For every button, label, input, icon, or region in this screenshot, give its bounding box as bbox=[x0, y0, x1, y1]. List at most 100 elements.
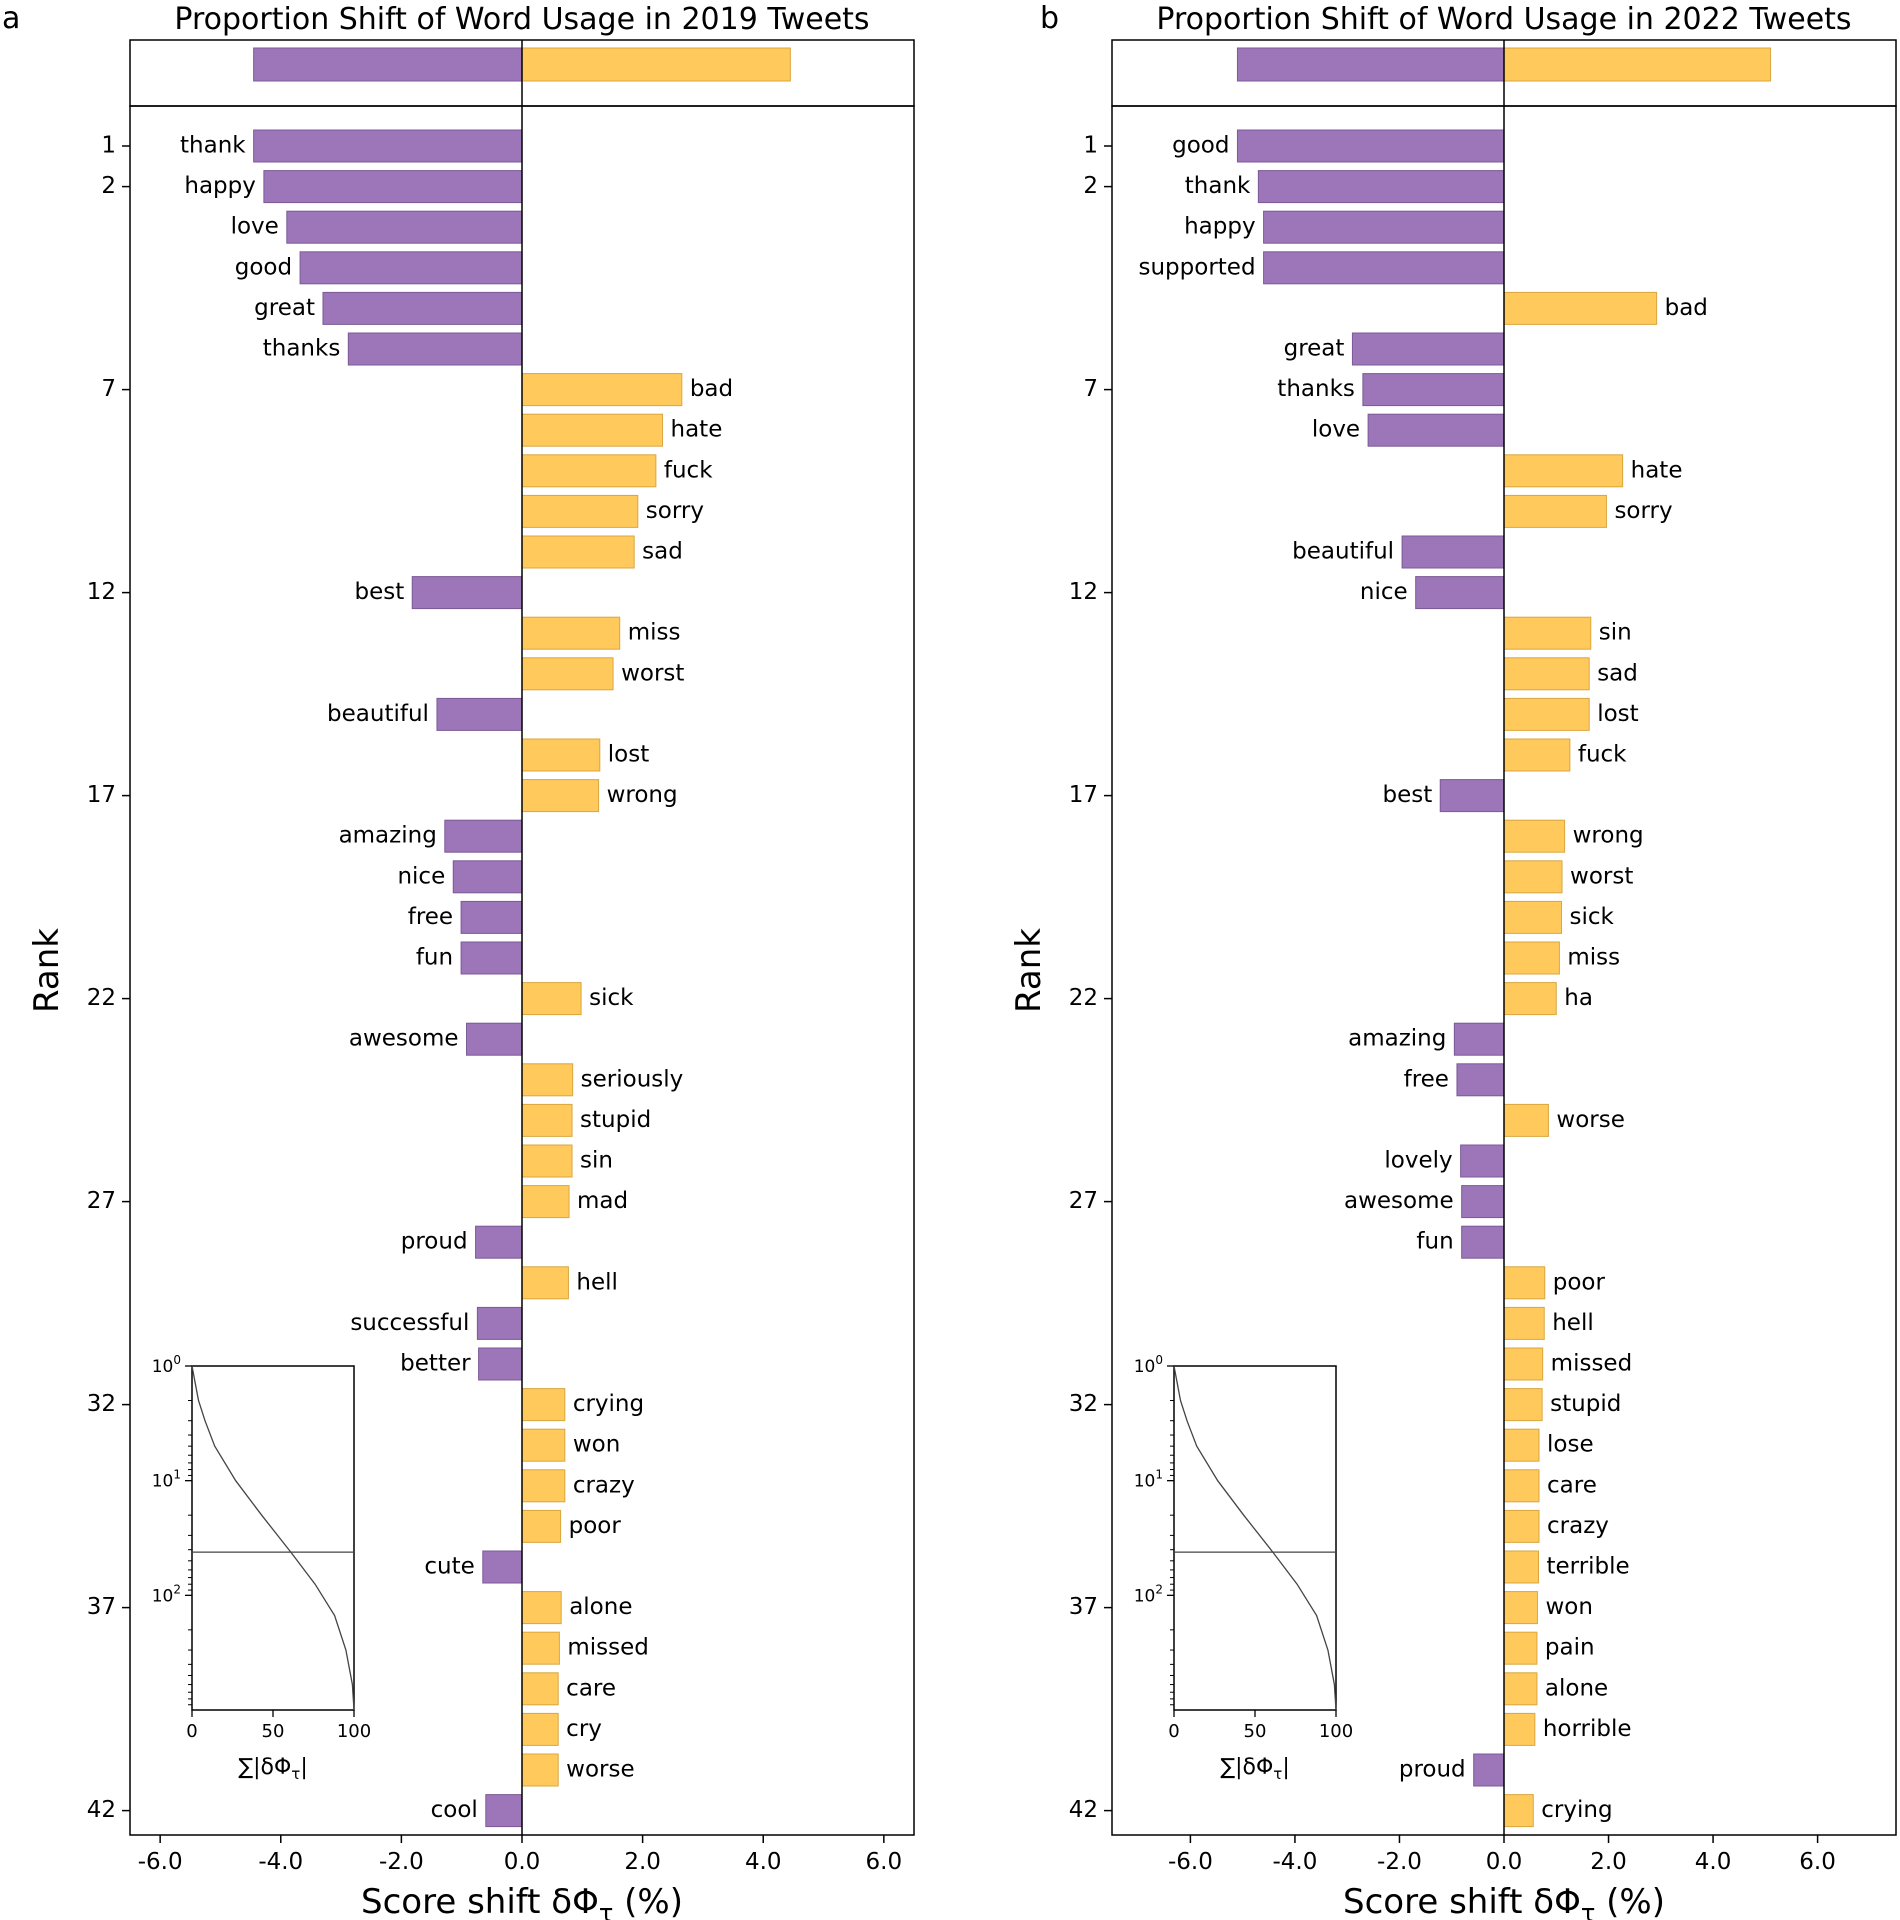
y-axis-label: Rank bbox=[27, 928, 67, 1013]
x-axis-label-main: Score shift δΦ bbox=[361, 1882, 599, 1920]
x-axis-label-main: Score shift δΦ bbox=[1343, 1882, 1581, 1920]
bar-best bbox=[411, 576, 523, 610]
bar-wrong bbox=[1503, 819, 1566, 853]
inset-y-tick-exponent: 2 bbox=[173, 1582, 181, 1596]
x-tick-label: 2.0 bbox=[624, 1849, 661, 1875]
word-label: worst bbox=[1570, 863, 1633, 889]
word-label: fun bbox=[1416, 1229, 1453, 1255]
bar-crazy bbox=[521, 1469, 566, 1503]
y-axis-label: Rank bbox=[1009, 928, 1049, 1013]
bar-good bbox=[1236, 129, 1505, 163]
y-tick-label: 32 bbox=[87, 1391, 116, 1417]
word-label: cool bbox=[431, 1797, 478, 1823]
word-label: crazy bbox=[1547, 1513, 1609, 1539]
bar-sorry bbox=[521, 494, 639, 528]
bar-fuck bbox=[521, 454, 657, 488]
x-tick-label: -6.0 bbox=[138, 1849, 183, 1875]
word-label: amazing bbox=[339, 823, 437, 849]
word-label: stupid bbox=[580, 1107, 651, 1133]
bar-cry bbox=[521, 1712, 559, 1746]
inset-x-tick-label: 50 bbox=[1244, 1721, 1267, 1742]
panel-b: b Proportion Shift of Word Usage in 2022 … bbox=[1009, 1, 1897, 1920]
word-label: proud bbox=[1399, 1757, 1466, 1783]
bar-missed bbox=[521, 1631, 560, 1665]
y-tick-label: 22 bbox=[87, 985, 116, 1011]
word-label: won bbox=[573, 1432, 620, 1458]
inset-y-tick-base: 10 bbox=[152, 1357, 174, 1377]
bar-best bbox=[1439, 779, 1505, 813]
word-label: miss bbox=[1567, 945, 1620, 971]
bar-love bbox=[286, 210, 523, 244]
inset-y-tick-label: 101 bbox=[152, 1468, 181, 1492]
bar-lost bbox=[1503, 697, 1590, 731]
inset-x-tick-label: 0 bbox=[186, 1721, 197, 1742]
bar-crazy bbox=[1503, 1509, 1540, 1543]
word-label: beautiful bbox=[1292, 539, 1394, 565]
x-axis-label-unit: (%) bbox=[613, 1882, 683, 1920]
inset-y-tick-exponent: 2 bbox=[1155, 1582, 1163, 1596]
y-tick-label: 2 bbox=[101, 173, 116, 199]
word-label: good bbox=[235, 254, 292, 280]
word-label: fun bbox=[416, 945, 453, 971]
word-label: best bbox=[1382, 782, 1432, 808]
word-label: awesome bbox=[1344, 1188, 1454, 1214]
inset-y-tick-label: 100 bbox=[1134, 1353, 1163, 1377]
bar-love bbox=[1367, 413, 1505, 447]
bar-care bbox=[521, 1672, 559, 1706]
chart-title: Proportion Shift of Word Usage in 2022 T… bbox=[1156, 2, 1851, 37]
inset-y-tick-exponent: 0 bbox=[173, 1353, 181, 1367]
x-axis-label: Score shift δΦτ (%) bbox=[1343, 1882, 1665, 1920]
bar-stupid bbox=[1503, 1388, 1543, 1422]
bar-sick bbox=[521, 982, 582, 1016]
inset-cumulative-curve bbox=[1173, 1365, 1337, 1711]
word-label: nice bbox=[397, 863, 445, 889]
word-label: great bbox=[254, 295, 315, 321]
word-label: cute bbox=[424, 1554, 474, 1580]
inset-y-tick-label: 102 bbox=[152, 1582, 181, 1606]
bar-bad bbox=[1503, 291, 1658, 325]
bar-worse bbox=[521, 1753, 559, 1787]
word-label: better bbox=[400, 1351, 471, 1377]
bar-proud bbox=[1473, 1753, 1505, 1787]
word-label: free bbox=[1404, 1066, 1449, 1092]
x-axis-label-subscript: τ bbox=[599, 1899, 613, 1920]
x-tick-label: -2.0 bbox=[379, 1849, 424, 1875]
word-label: thank bbox=[180, 133, 246, 159]
word-label: alone bbox=[1545, 1675, 1608, 1701]
word-label: crying bbox=[1541, 1797, 1612, 1823]
bar-ha bbox=[1503, 982, 1557, 1016]
bar-supported bbox=[1263, 251, 1505, 285]
y-tick-label: 17 bbox=[1069, 782, 1098, 808]
bar-hell bbox=[1503, 1306, 1545, 1340]
bar-won bbox=[521, 1428, 566, 1462]
bar-worst bbox=[521, 657, 614, 691]
bar-beautiful bbox=[436, 697, 523, 731]
word-label: fuck bbox=[664, 457, 713, 483]
word-label: sorry bbox=[1614, 498, 1672, 524]
summary-bar-negative bbox=[1236, 47, 1505, 82]
summary-bar-negative bbox=[253, 47, 523, 82]
summary-bar-positive bbox=[521, 47, 791, 82]
word-label: hell bbox=[576, 1269, 618, 1295]
word-label: wrong bbox=[607, 782, 678, 808]
bar-amazing bbox=[444, 819, 523, 853]
word-label: lovely bbox=[1384, 1148, 1452, 1174]
bar-pain bbox=[1503, 1631, 1538, 1665]
x-tick-label: 0.0 bbox=[1486, 1849, 1523, 1875]
y-tick-label: 27 bbox=[87, 1188, 116, 1214]
bar-awesome bbox=[1461, 1185, 1505, 1219]
inset-x-label-subscript: τ bbox=[1273, 1765, 1282, 1783]
panel-label: b bbox=[1040, 1, 1059, 36]
bar-free bbox=[1456, 1063, 1505, 1097]
word-label: lost bbox=[1597, 701, 1638, 727]
bar-thanks bbox=[347, 332, 523, 366]
word-label: care bbox=[1547, 1472, 1597, 1498]
inset-x-tick-label: 100 bbox=[337, 1721, 371, 1742]
word-label: bad bbox=[690, 376, 733, 402]
word-label: fuck bbox=[1578, 742, 1627, 768]
y-tick-label: 22 bbox=[1069, 985, 1098, 1011]
word-label: sin bbox=[1599, 620, 1632, 646]
word-label: ha bbox=[1564, 985, 1593, 1011]
bar-successful bbox=[476, 1306, 523, 1340]
